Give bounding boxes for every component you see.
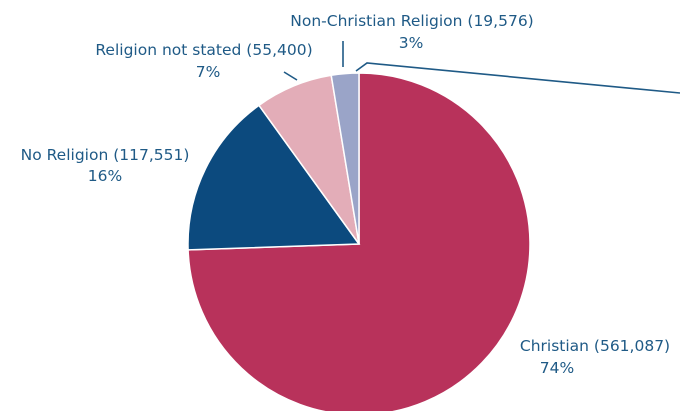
slice-label-not-stated: Religion not stated (55,400) [95,41,312,59]
slice-pct-christian: 74% [540,359,574,377]
leader-line-not-stated [283,71,298,81]
pie-slices [187,72,531,411]
slice-pct-non-christian: 3% [399,34,424,52]
slice-pct-no-religion: 16% [88,167,122,185]
leader-lines [283,41,680,94]
slice-label-christian: Christian (561,087) [520,337,670,355]
leader-line-pointer [355,62,680,94]
slice-label-non-christian: Non-Christian Religion (19,576) [290,12,533,30]
slice-pct-not-stated: 7% [196,63,221,81]
slice-non-christian [330,72,360,245]
slice-no-religion [187,104,361,251]
slice-label-no-religion: No Religion (117,551) [21,146,190,164]
